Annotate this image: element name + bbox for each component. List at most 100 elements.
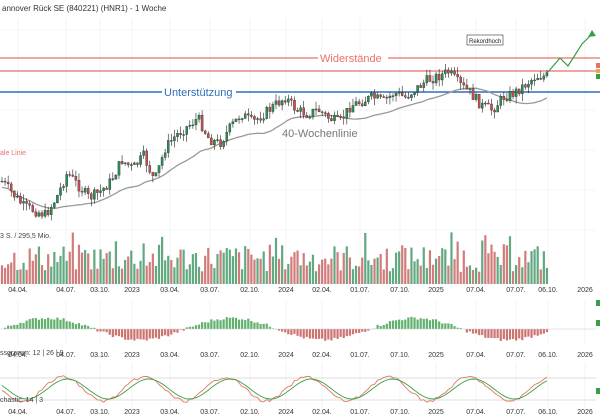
x-tick-label: 03.07. [200, 409, 220, 416]
macd-bar [124, 329, 127, 340]
candle-body [536, 78, 539, 81]
volume-bar [311, 254, 315, 284]
candle-body [290, 98, 293, 101]
macd-bar [250, 321, 253, 329]
candle-body [367, 95, 370, 103]
volume-bar [481, 240, 484, 284]
volume-bar [148, 262, 151, 284]
x-tick-label: 02.10. [240, 287, 260, 294]
x-axis-macd: 04.04. 04.07. 03.10. 2023 03.04. 03.07. 02.10.… [8, 352, 593, 359]
candle-body [9, 183, 13, 192]
volume-bar [160, 236, 164, 284]
x-tick-label: 03.04. [160, 287, 180, 294]
candle-body [65, 174, 68, 187]
volume-bar [62, 246, 65, 284]
macd-bar [244, 320, 247, 329]
candle-body [539, 78, 543, 80]
candle-body [200, 115, 204, 132]
macd-bar [379, 326, 382, 329]
x-tick-label: 2023 [124, 287, 140, 294]
candle-body [324, 112, 327, 114]
macd-bar [194, 325, 198, 329]
macd-bar [487, 329, 490, 338]
x-tick-label: 07.10. [390, 287, 410, 294]
candle-body [250, 114, 253, 117]
candle-body [385, 96, 389, 99]
candle-body [0, 180, 4, 183]
candle-body [16, 196, 19, 198]
macd-bar [521, 329, 524, 341]
candle-body [465, 84, 469, 90]
macd-bar [391, 320, 395, 329]
volume-bar [453, 259, 456, 284]
macd-bar [358, 329, 361, 333]
macd-bar [348, 329, 351, 336]
volume-bar [127, 256, 130, 284]
volume-bar [191, 254, 194, 284]
candle-body [93, 189, 96, 200]
volume-bar [444, 249, 447, 284]
macd-bar [133, 329, 136, 341]
volume-bar [142, 243, 145, 284]
macd-bar [25, 320, 28, 329]
volume-bar [170, 259, 173, 284]
candle-body [490, 103, 493, 111]
candle-body [348, 108, 352, 113]
candle-body [404, 95, 407, 98]
candle-body [130, 164, 133, 166]
candle-body [502, 96, 506, 100]
macd-bar [382, 325, 385, 329]
candle-body [59, 187, 62, 196]
candle-body [191, 124, 195, 127]
x-tick-label: 01.07. [350, 287, 370, 294]
volume-bar [56, 262, 59, 284]
volume-bar [151, 253, 154, 284]
volume-bar [438, 255, 441, 284]
x-tick-label: 03.10. [90, 352, 110, 359]
volume-bar [314, 271, 318, 284]
macd-bar [117, 329, 121, 337]
volume-bar [515, 265, 518, 284]
volume-bar [176, 257, 179, 284]
candle-body [56, 195, 59, 204]
candle-body [293, 100, 296, 111]
volume-bar [290, 256, 293, 284]
macd-bar [293, 329, 296, 334]
volume-bar [204, 255, 207, 284]
macd-bar [438, 321, 441, 329]
macd-bar [398, 319, 401, 329]
macd-bar [197, 324, 201, 329]
macd-bar [87, 325, 90, 329]
candle-body [228, 123, 232, 133]
candle-body [96, 189, 99, 193]
macd-bar [428, 320, 432, 329]
volume-bar [241, 269, 244, 284]
macd-bar [59, 319, 62, 329]
macd-bar [511, 329, 515, 340]
macd-bar [53, 319, 56, 329]
macd-bar [201, 322, 204, 329]
macd-bar [265, 323, 268, 329]
candle-body [453, 70, 456, 75]
x-tick-label: 07.07. [506, 287, 526, 294]
volume-bar [533, 249, 536, 284]
macd-bar [84, 324, 87, 329]
volume-bar [354, 265, 358, 284]
volume-bar [31, 260, 34, 284]
candle-body [487, 102, 490, 105]
volume-bar [133, 263, 136, 284]
right-marker-vol [596, 300, 600, 306]
candle-body [527, 84, 530, 88]
candle-body [431, 81, 435, 84]
candle-body [364, 101, 367, 107]
x-tick-label: 07.10. [390, 352, 410, 359]
candle-body [86, 188, 90, 195]
volume-bar [401, 245, 404, 284]
candle-body [327, 113, 330, 119]
candle-body [80, 190, 84, 193]
volume-bar [364, 232, 367, 284]
volume-bar [382, 269, 385, 284]
candle-body [542, 75, 546, 80]
macd-bar [136, 329, 139, 339]
volume-bar [253, 259, 256, 284]
